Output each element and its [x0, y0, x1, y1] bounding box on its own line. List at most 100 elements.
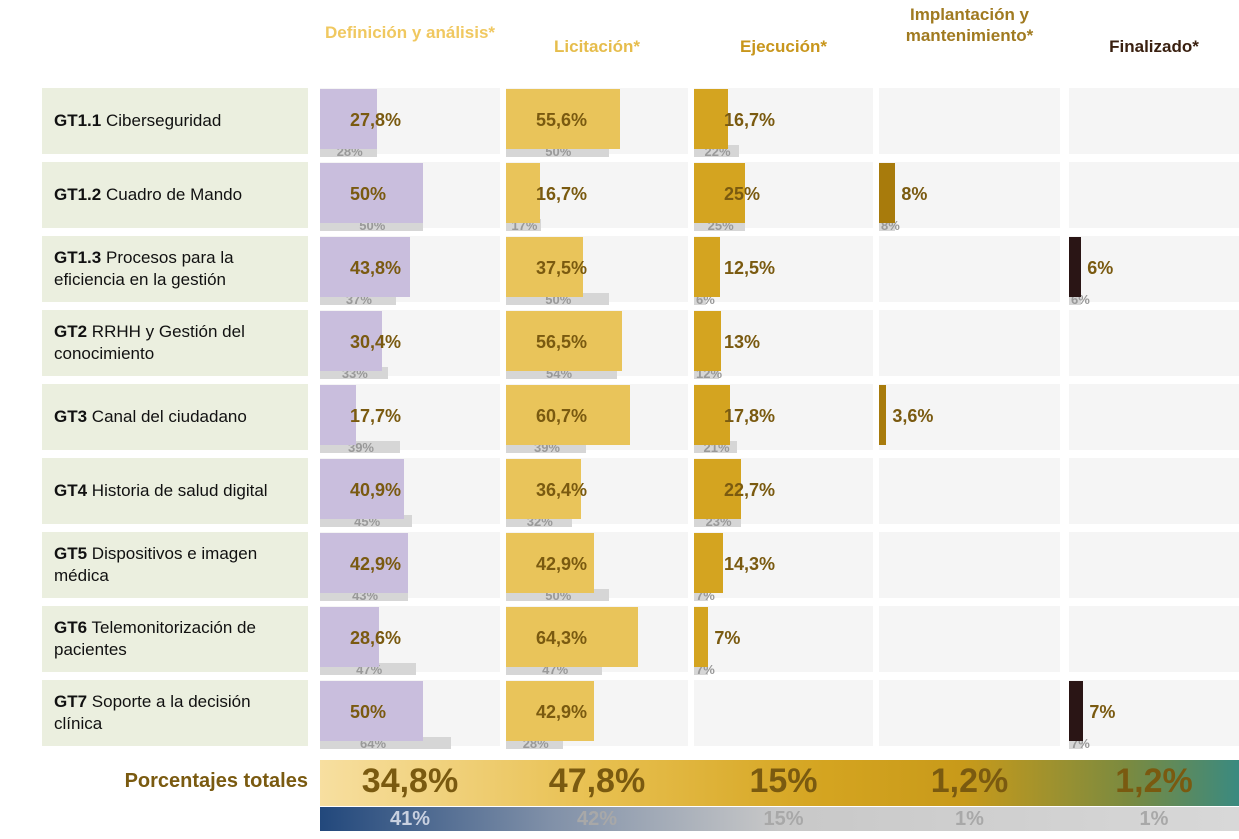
- cell-bg: [1069, 680, 1239, 746]
- cell-bg: [879, 532, 1060, 598]
- cell-bg: [694, 680, 873, 746]
- value-label: 37,5%: [536, 258, 588, 278]
- value-label: 25%: [724, 184, 761, 204]
- row-code: GT6: [54, 618, 88, 637]
- cell-bg: [694, 236, 873, 302]
- value-label: 16,7%: [724, 110, 776, 130]
- total-previous: 15%: [763, 808, 804, 830]
- totals-prev-bar: [320, 807, 1239, 831]
- cell-bg: [694, 532, 873, 598]
- column-header: Finalizado*: [1109, 37, 1199, 56]
- column-header: Implantación y mantenimiento*: [905, 5, 1034, 45]
- value-label: 55,6%: [536, 110, 588, 130]
- bar: [694, 385, 731, 445]
- row-name: Telemonitorización de pacientes: [54, 618, 256, 659]
- bar: [506, 237, 583, 297]
- bar: [320, 237, 410, 297]
- value-label: 60,7%: [536, 406, 588, 426]
- total-value: 15%: [749, 762, 818, 800]
- column-header: Licitación*: [554, 37, 640, 56]
- cell-bg: [1069, 606, 1239, 672]
- bar: [506, 607, 638, 667]
- row-label: GT1.1 Ciberseguridad: [42, 88, 308, 154]
- row-name: Dispositivos e imagen médica: [54, 544, 258, 585]
- value-label: 3,6%: [892, 406, 934, 426]
- bar: [506, 311, 622, 371]
- bar: [320, 533, 408, 593]
- value-label: 27,8%: [350, 110, 402, 130]
- cell-bg: [1069, 458, 1239, 524]
- value-label: 6%: [1087, 258, 1114, 278]
- row-name: Procesos para la eficiencia en la gestió…: [54, 248, 234, 289]
- value-label: 14,3%: [724, 554, 776, 574]
- row-label-text: GT5 Dispositivos e imagen médica: [54, 543, 296, 587]
- cell-bg: [1069, 384, 1239, 450]
- cell-bg: [1069, 88, 1239, 154]
- row-label-text: GT2 RRHH y Gestión del conocimiento: [54, 321, 296, 365]
- bar: [320, 459, 404, 519]
- value-label: 7%: [1089, 702, 1116, 722]
- bar: [694, 163, 746, 223]
- total-value: 47,8%: [548, 762, 646, 800]
- value-label: 50%: [350, 702, 387, 722]
- bar: [320, 89, 377, 149]
- value-label: 50%: [350, 184, 387, 204]
- row-label: GT3 Canal del ciudadano: [42, 384, 308, 450]
- value-label: 30,4%: [350, 332, 402, 352]
- value-label: 42,9%: [536, 554, 588, 574]
- row-label-text: GT7 Soporte a la decisión clínica: [54, 691, 296, 735]
- value-label: 7%: [714, 628, 741, 648]
- cell-bg: [879, 236, 1060, 302]
- cell-bg: [879, 680, 1060, 746]
- bar: [506, 533, 594, 593]
- total-value: 1,2%: [930, 762, 1009, 800]
- row-code: GT7: [54, 692, 88, 711]
- row-label-text: GT3 Canal del ciudadano: [54, 406, 247, 428]
- row-code: GT4: [54, 481, 88, 500]
- bar: [320, 607, 379, 667]
- row-label: GT7 Soporte a la decisión clínica: [42, 680, 308, 746]
- value-label: 36,4%: [536, 480, 588, 500]
- bar: [506, 681, 594, 741]
- cell-bg: [694, 606, 873, 672]
- row-label: GT4 Historia de salud digital: [42, 458, 308, 524]
- row-code: GT1.1: [54, 111, 102, 130]
- bar: [694, 311, 721, 371]
- cell-bg: [879, 310, 1060, 376]
- cell-bg: [694, 310, 873, 376]
- cell-bg: [879, 458, 1060, 524]
- row-label-text: GT1.1 Ciberseguridad: [54, 110, 221, 132]
- value-label: 16,7%: [536, 184, 588, 204]
- bar: [694, 89, 729, 149]
- total-value: 1,2%: [1115, 762, 1193, 800]
- row-label: GT1.3 Procesos para la eficiencia en la …: [42, 236, 308, 302]
- value-label: 13%: [724, 332, 761, 352]
- total-previous: 41%: [389, 808, 431, 830]
- value-label: 17,8%: [724, 406, 776, 426]
- row-name: Soporte a la decisión clínica: [54, 692, 251, 733]
- bar: [506, 385, 631, 445]
- value-label: 64,3%: [536, 628, 588, 648]
- bar: [506, 163, 541, 223]
- row-label-text: GT4 Historia de salud digital: [54, 480, 268, 502]
- cell-bg: [879, 162, 1060, 228]
- total-previous: 1%: [955, 808, 984, 830]
- bar: [694, 459, 741, 519]
- totals-bar: [320, 760, 1239, 806]
- row-code: GT5: [54, 544, 88, 563]
- value-label: 42,9%: [536, 702, 588, 722]
- bar: [506, 459, 581, 519]
- value-label: 42,9%: [350, 554, 402, 574]
- row-code: GT3: [54, 407, 88, 426]
- row-code: GT1.2: [54, 185, 102, 204]
- row-label: GT1.2 Cuadro de Mando: [42, 162, 308, 228]
- cell-bg: [1069, 310, 1239, 376]
- value-label: 8%: [901, 184, 928, 204]
- row-label-text: GT6 Telemonitorización de pacientes: [54, 617, 296, 661]
- cell-bg: [1069, 236, 1239, 302]
- value-label: 28,6%: [350, 628, 402, 648]
- total-previous: 42%: [576, 808, 618, 830]
- cell-bg: [879, 88, 1060, 154]
- row-label-text: GT1.3 Procesos para la eficiencia en la …: [54, 247, 296, 291]
